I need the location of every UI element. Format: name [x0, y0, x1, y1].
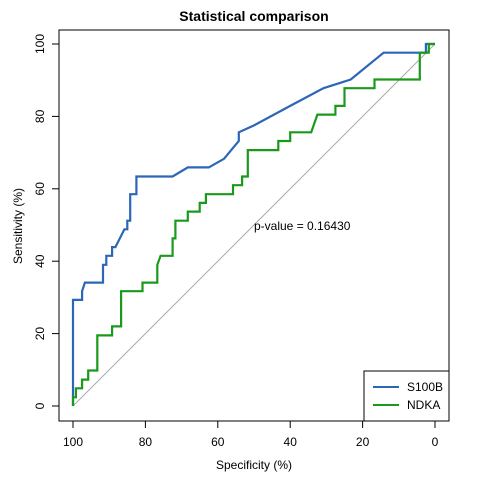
x-axis: 100 80 60 40 20 0: [63, 421, 439, 449]
x-tick-label: 80: [139, 435, 153, 449]
y-tick-label: 60: [33, 182, 47, 196]
legend-box: [363, 370, 450, 422]
legend-label-s100b: S100B: [407, 380, 443, 394]
chart-title: Statistical comparison: [179, 8, 328, 24]
y-tick-label: 40: [33, 254, 47, 268]
reference-line: [72, 43, 436, 407]
y-tick-label: 100: [33, 34, 47, 54]
reference-diagonal: [72, 43, 436, 407]
x-tick-label: 40: [284, 435, 298, 449]
series-line-ndka: [71, 42, 435, 406]
y-axis-label: Sensitivity (%): [11, 188, 25, 264]
x-tick-label: 60: [211, 435, 225, 449]
x-axis-label: Specificity (%): [216, 458, 292, 472]
x-tick-label: 100: [63, 435, 83, 449]
x-tick-label: 0: [432, 435, 439, 449]
legend-label-ndka: NDKA: [407, 398, 440, 412]
legend: S100B NDKA: [363, 370, 450, 422]
x-tick-label: 20: [356, 435, 370, 449]
p-value-annotation: p-value = 0.16430: [254, 219, 351, 233]
series-line-s100b: [71, 42, 435, 406]
y-tick-label: 20: [33, 327, 47, 341]
y-tick-label: 80: [33, 109, 47, 123]
series-layer: [71, 42, 435, 406]
plot-frame: [58, 29, 450, 422]
y-axis: 0 20 40 60 80 100: [33, 34, 59, 409]
y-tick-label: 0: [33, 402, 47, 409]
